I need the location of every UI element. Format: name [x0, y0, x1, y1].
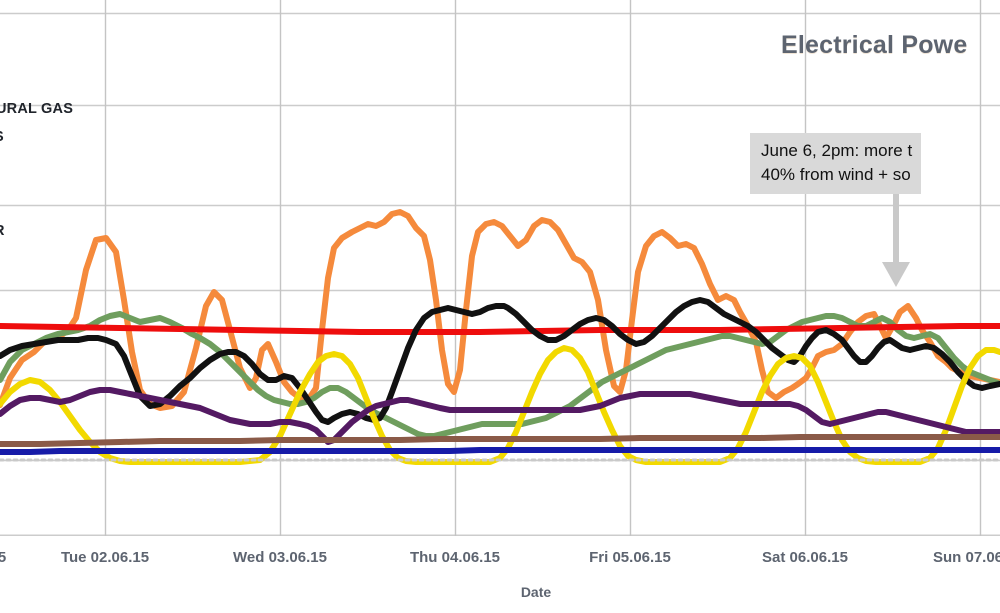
series-line-black-series — [0, 297, 1000, 425]
x-axis-tick-label: Wed 03.06.15 — [233, 549, 327, 566]
x-axis-title: Date — [520, 584, 552, 600]
series-line-blue-series — [0, 447, 1000, 455]
series-line-green-series — [0, 311, 1000, 439]
x-axis-tick-label: Sun 07.06 — [932, 549, 1000, 566]
annotation-line-2: 40% from wind + so — [761, 165, 911, 185]
plot-background — [0, 0, 1000, 536]
edge-label-gas-second: S — [0, 129, 4, 145]
series-line-orange-series — [0, 209, 1000, 411]
series-group — [0, 209, 1000, 465]
page-title: Electrical Powe — [781, 31, 968, 59]
x-axis-tick-label: 5 — [0, 549, 7, 566]
annotation-line-1: June 6, 2pm: more t — [761, 141, 913, 160]
x-axis-tick-label: Fri 05.06.15 — [589, 549, 671, 566]
edge-label-lower: R — [0, 223, 5, 239]
edge-label-natural-gas: URAL GAS — [0, 101, 74, 117]
gridlines — [0, 0, 1000, 536]
series-line-purple-series — [0, 387, 1000, 445]
x-axis-tick-label: Thu 04.06.15 — [409, 549, 501, 566]
chart-canvas — [0, 0, 1000, 536]
series-line-red-series — [0, 323, 1000, 335]
annotation-arrow-icon — [882, 186, 910, 287]
x-axis-tick-label: Tue 02.06.15 — [60, 549, 150, 566]
series-line-brown-series — [0, 434, 1000, 447]
x-axis-tick-label: Sat 06.06.15 — [762, 549, 848, 566]
plot-area — [0, 0, 1000, 536]
annotation-callout: June 6, 2pm: more t 40% from wind + so — [750, 133, 922, 195]
